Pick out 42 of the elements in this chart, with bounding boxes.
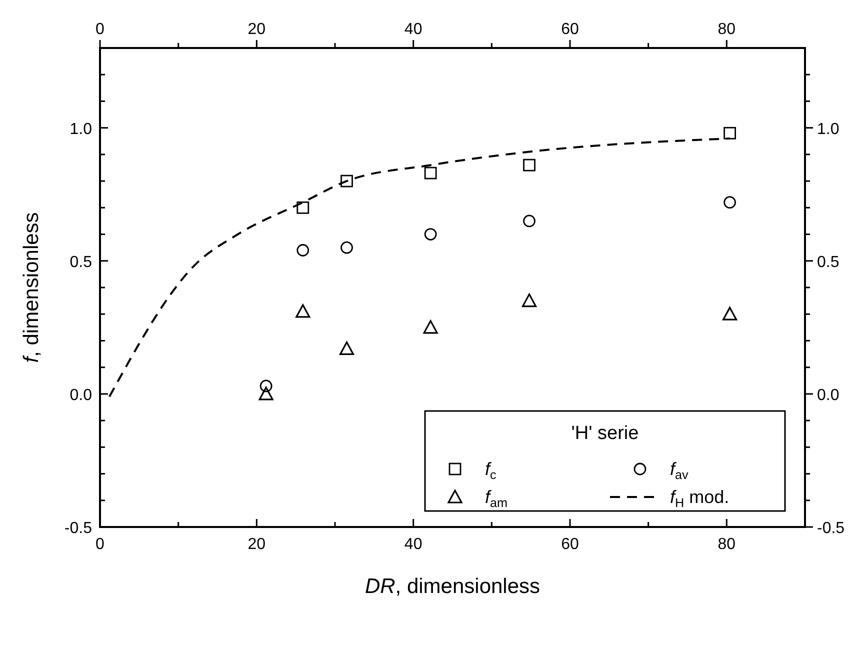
y-tick-label: 1.0 [70, 120, 92, 138]
y-axis-title: f, dimensionless [20, 212, 43, 363]
legend-label: f$_{c}$ [485, 459, 496, 482]
point [423, 320, 438, 334]
y2-tick-label: 1.0 [817, 120, 840, 138]
point [523, 158, 536, 172]
legend-label: f$_{av}$ [670, 459, 690, 482]
point [340, 174, 353, 188]
y-tick-label: -0.5 [64, 520, 92, 537]
point [296, 201, 310, 214]
x2-tick-label: 0 [96, 21, 105, 38]
legend-title: 'H' serie [571, 423, 639, 444]
point [424, 166, 437, 180]
point [424, 228, 437, 240]
y-tick-label: 0.5 [70, 254, 92, 271]
point [260, 380, 272, 392]
x2-tick-label: 80 [718, 21, 736, 38]
x-tick-label: 40 [404, 536, 422, 553]
x2-tick-label: 60 [561, 21, 579, 38]
point [523, 214, 536, 228]
y2-tick-label: 0.5 [817, 254, 840, 271]
y2-tick-label: 0.0 [817, 386, 840, 404]
point [296, 244, 310, 256]
legend-label: f$_{H}$ mod. [670, 487, 730, 510]
point [522, 294, 537, 308]
x2-tick-label: 40 [404, 21, 422, 38]
x-axis-title: DR, dimensionless [364, 575, 540, 598]
y-tick-label: 0.0 [70, 386, 92, 404]
point [722, 306, 738, 320]
point [724, 196, 736, 209]
point [296, 304, 310, 318]
legend-label: f$_{am}$ [485, 487, 508, 510]
point [340, 241, 353, 254]
y2-tick-label: -0.5 [817, 520, 845, 537]
x-tick-label: 20 [248, 536, 266, 553]
point [724, 126, 736, 140]
x-tick-label: 80 [718, 536, 736, 553]
x-tick-label: 60 [561, 536, 579, 553]
point [258, 386, 274, 400]
x2-tick-label: 20 [248, 21, 266, 38]
point [339, 341, 354, 356]
x-tick-label: 0 [96, 536, 105, 553]
